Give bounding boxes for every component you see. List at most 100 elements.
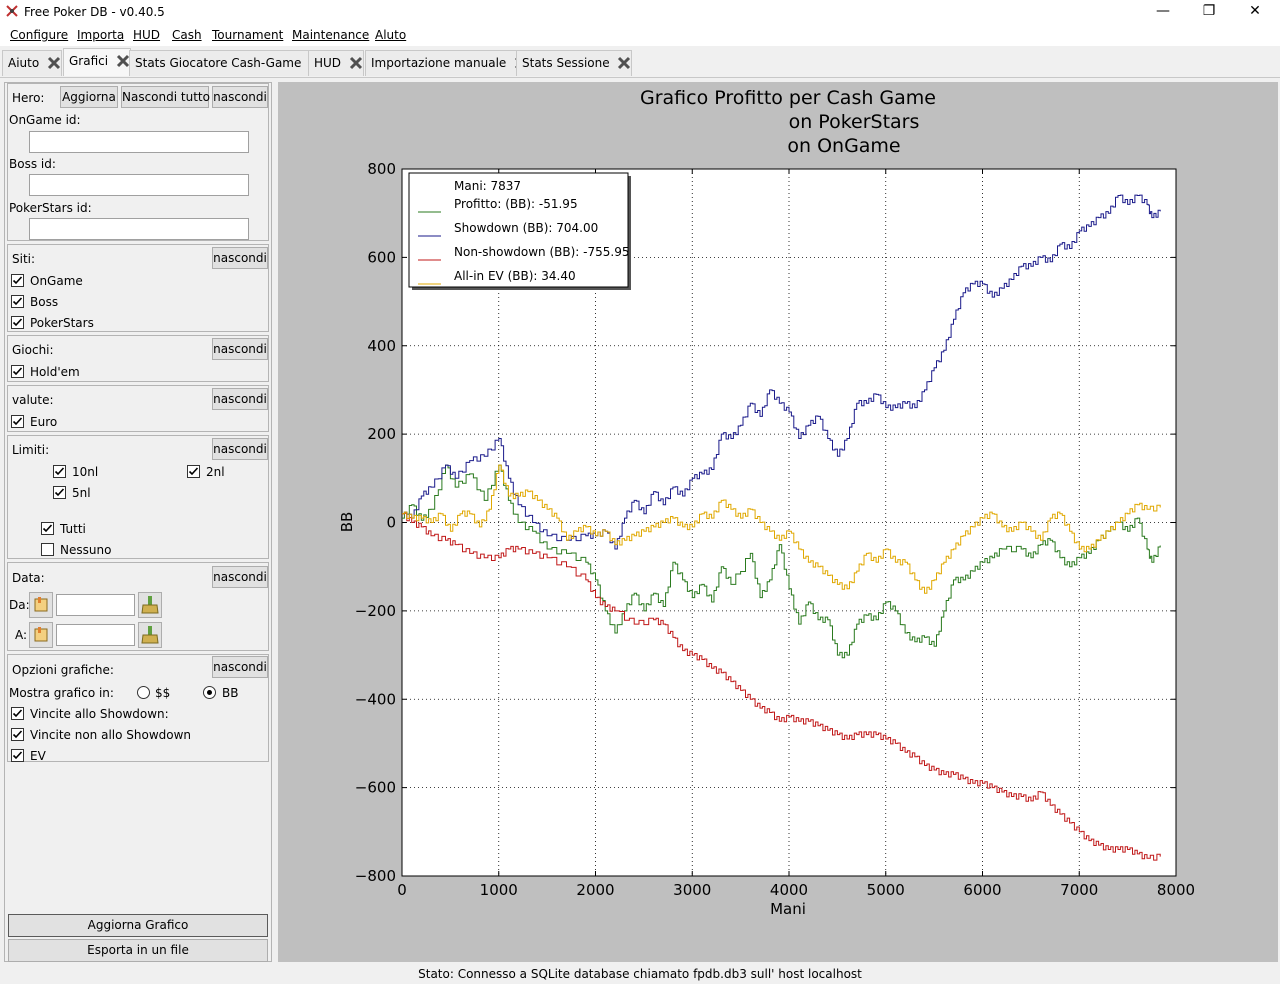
tutti-label: Tutti [60, 522, 86, 536]
nascondi-tutto-button[interactable]: Nascondi tutto [121, 86, 210, 108]
profit-chart: Grafico Profitto per Cash Game on PokerS… [338, 87, 1195, 918]
ev-checkbox[interactable] [11, 749, 24, 762]
y-tick-label: 800 [367, 160, 396, 178]
currencies-nascondi-button[interactable]: nascondi [212, 388, 268, 410]
pokerstars-id-input[interactable] [29, 218, 249, 240]
tab-grafici[interactable]: Grafici [63, 48, 131, 76]
dates-nascondi-button[interactable]: nascondi [212, 566, 268, 588]
dates-frame: Data: nascondi Da: A: [7, 562, 269, 651]
limits-label: Limiti: [12, 443, 50, 457]
aggiorna-grafico-button[interactable]: Aggiorna Grafico [8, 914, 268, 937]
minimize-button[interactable]: — [1156, 3, 1170, 19]
sites-nascondi-button[interactable]: nascondi [212, 247, 268, 269]
date-from-calendar-button[interactable] [29, 592, 53, 618]
checkmark-icon [12, 367, 23, 376]
dollars-radio[interactable] [137, 686, 150, 699]
games-label: Giochi: [12, 343, 54, 357]
menu-hud[interactable]: HUD [133, 28, 161, 42]
showdown-checkbox[interactable] [11, 707, 24, 720]
esporta-button[interactable]: Esporta in un file [8, 939, 268, 962]
tab-label: Stats Giocatore Cash-Game [135, 56, 302, 70]
sites-frame: Siti: nascondi OnGame Boss PokerStars [7, 244, 269, 332]
pokerstars-checkbox[interactable] [11, 316, 24, 329]
limits-frame: Limiti: nascondi 10nl 2nl 5nl Tutti Ness… [7, 435, 269, 559]
tab-stats-sessione[interactable]: Stats Sessione [516, 50, 633, 76]
boss-checkbox[interactable] [11, 295, 24, 308]
games-frame: Giochi: nascondi Hold'em [7, 335, 269, 382]
tab-label: Aiuto [8, 56, 40, 70]
pokerstars-id-label: PokerStars id: [9, 201, 92, 215]
hero-nascondi-button[interactable]: nascondi [212, 86, 268, 108]
bb-label: BB [222, 686, 239, 700]
holdem-label: Hold'em [30, 365, 80, 379]
dollars-label: $$ [155, 686, 171, 700]
aggiorna-button[interactable]: Aggiorna [60, 86, 118, 108]
tab-importazione-manuale[interactable]: Importazione manuale [365, 50, 530, 76]
menu-cash[interactable]: Cash [172, 28, 202, 42]
close-tab-icon[interactable] [617, 56, 631, 70]
games-nascondi-button[interactable]: nascondi [212, 338, 268, 360]
title-bar: Free Poker DB - v0.40.5 — ❐ ✕ [0, 0, 1280, 24]
limit-2nl-checkbox[interactable] [187, 465, 200, 478]
limit-5nl-label: 5nl [72, 486, 91, 500]
options-nascondi-button[interactable]: nascondi [212, 656, 268, 678]
checkmark-icon [12, 276, 23, 285]
nonshowdown-label: Vincite non allo Showdown [30, 728, 192, 742]
x-tick-label: 2000 [576, 881, 614, 899]
checkmark-icon [12, 730, 23, 739]
nessuno-checkbox[interactable] [41, 543, 54, 556]
x-tick-label: 0 [397, 881, 407, 899]
menu-configure[interactable]: Configure [10, 28, 69, 42]
graph-options-frame: Opzioni grafiche: nascondi Mostra grafic… [7, 654, 269, 763]
limit-10nl-checkbox[interactable] [53, 465, 66, 478]
close-tab-icon[interactable] [349, 56, 363, 70]
euro-checkbox[interactable] [11, 415, 24, 428]
menu-maintenance[interactable]: Maintenance [292, 28, 370, 42]
menu-bar: Configure Importa HUD Cash Tournament Ma… [0, 24, 1280, 46]
chart-subtitle-2: on OnGame [787, 135, 900, 157]
broom-icon [141, 626, 159, 644]
close-button[interactable]: ✕ [1249, 3, 1261, 19]
legend: Mani: 7837 Profitto: (BB): -51.95 Showdow… [408, 172, 631, 290]
y-axis-label: BB [338, 512, 356, 533]
ongame-id-input[interactable] [29, 131, 249, 153]
close-tab-icon[interactable] [47, 56, 61, 70]
currencies-label: valute: [12, 393, 54, 407]
showdown-label: Vincite allo Showdown: [30, 707, 169, 721]
maximize-button[interactable]: ❐ [1202, 3, 1216, 19]
checkmark-icon [12, 417, 23, 426]
tab-hud[interactable]: HUD [308, 50, 364, 76]
chart-subtitle-1: on PokerStars [789, 111, 920, 133]
euro-label: Euro [30, 415, 58, 429]
limit-5nl-checkbox[interactable] [53, 486, 66, 499]
bb-radio[interactable] [203, 686, 216, 699]
boss-id-input[interactable] [29, 174, 249, 196]
legend-entry: Profitto: (BB): -51.95 [454, 197, 578, 211]
ongame-checkbox[interactable] [11, 274, 24, 287]
date-from-clear-button[interactable] [138, 592, 162, 618]
x-tick-label: 7000 [1060, 881, 1098, 899]
date-to-clear-button[interactable] [138, 622, 162, 648]
date-to-input[interactable] [56, 624, 135, 646]
menu-tournament[interactable]: Tournament [212, 28, 284, 42]
tab-aiuto[interactable]: Aiuto [2, 50, 63, 76]
menu-importa[interactable]: Importa [77, 28, 125, 42]
tab-label: Importazione manuale [371, 56, 507, 70]
close-tab-icon[interactable] [116, 54, 130, 68]
checkmark-icon [54, 488, 65, 497]
y-tick-label: 600 [367, 248, 396, 266]
x-tick-label: 4000 [770, 881, 808, 899]
date-from-input[interactable] [56, 594, 135, 616]
y-tick-label: −200 [355, 602, 396, 620]
menu-aiuto[interactable]: Aluto [375, 28, 407, 42]
x-tick-label: 8000 [1157, 881, 1195, 899]
checkmark-icon [12, 751, 23, 760]
limits-nascondi-button[interactable]: nascondi [212, 438, 268, 460]
legend-entry: Showdown (BB): 704.00 [454, 221, 598, 235]
date-to-calendar-button[interactable] [29, 622, 53, 648]
nonshowdown-checkbox[interactable] [11, 728, 24, 741]
tab-stats-giocatore[interactable]: Stats Giocatore Cash-Game [129, 50, 325, 76]
holdem-checkbox[interactable] [11, 365, 24, 378]
graph-options-label: Opzioni grafiche: [12, 663, 114, 677]
tutti-checkbox[interactable] [41, 522, 54, 535]
